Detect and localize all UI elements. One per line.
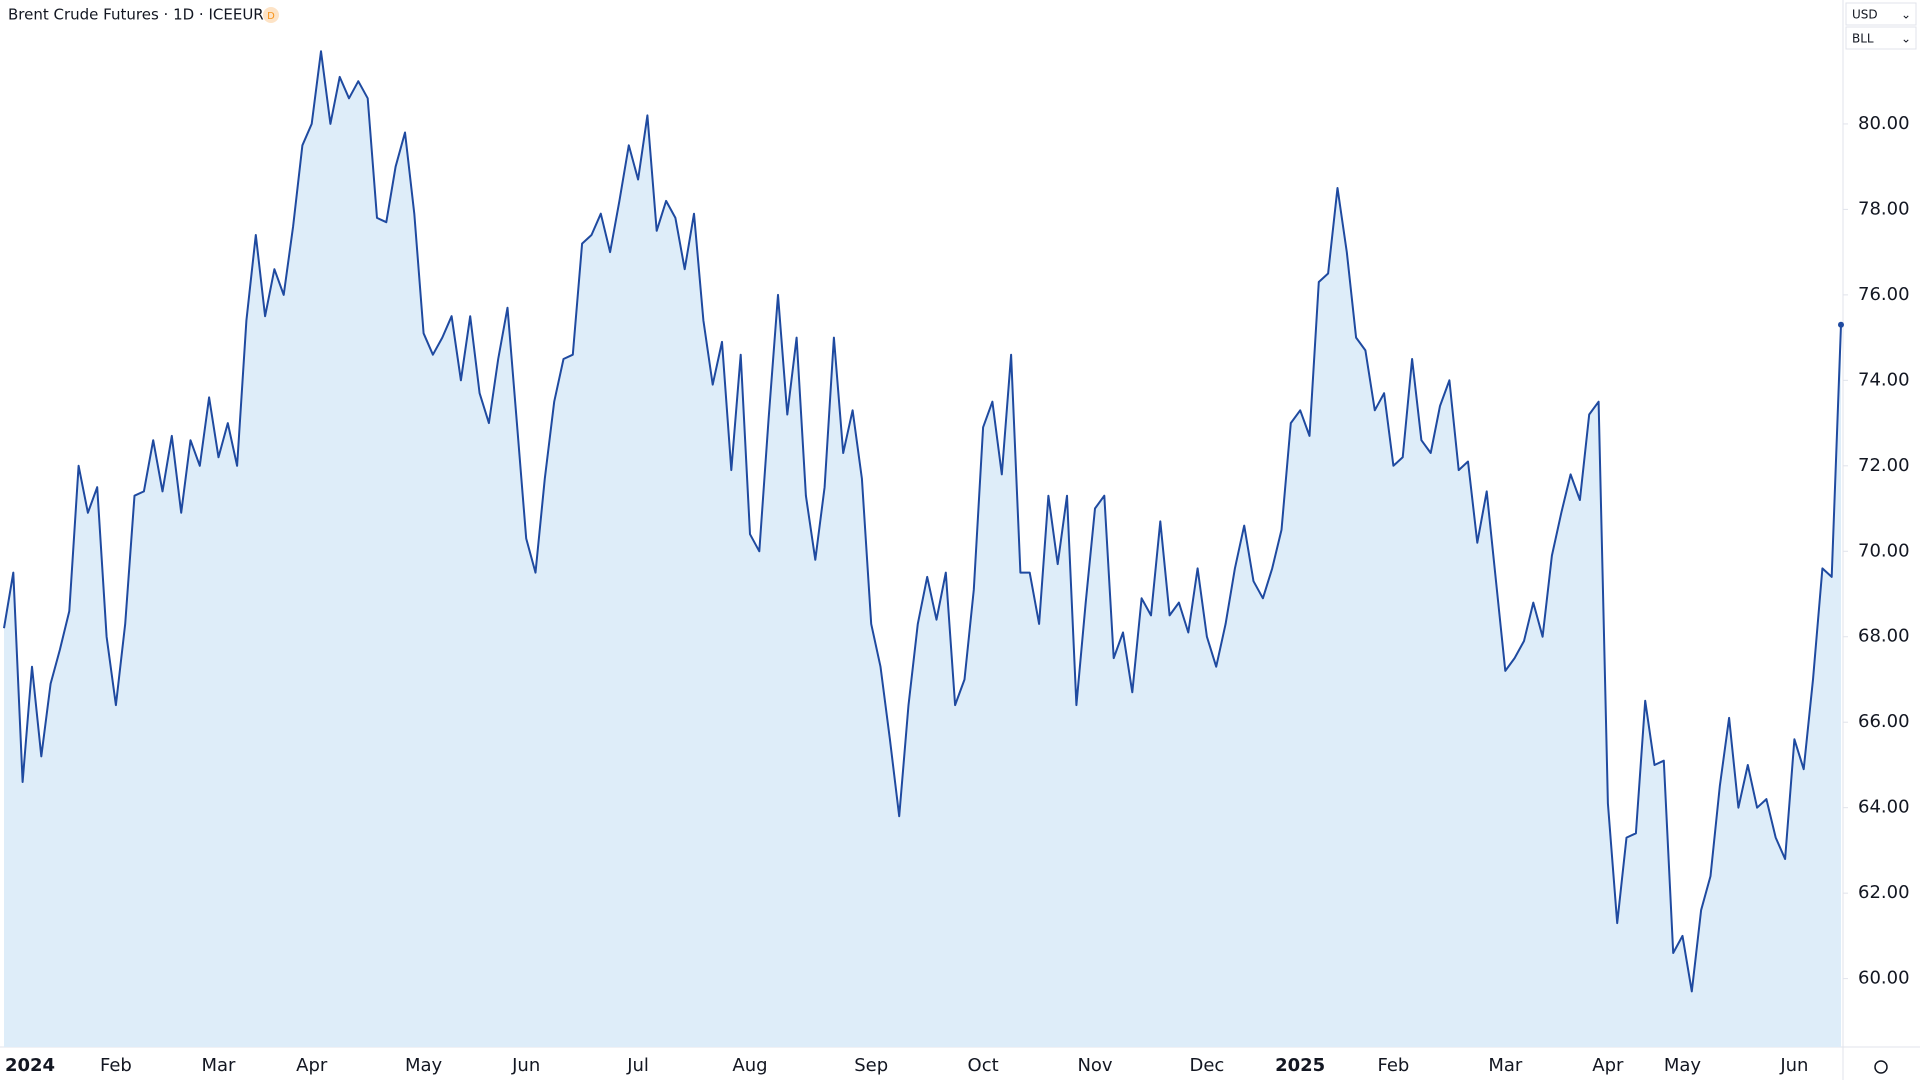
unit-select[interactable] xyxy=(1845,26,1917,50)
y-tick-label: 68.00 xyxy=(1858,626,1910,647)
x-tick-label: 2025 xyxy=(1275,1055,1325,1076)
x-tick-label: Jun xyxy=(1779,1055,1808,1076)
x-tick-label: Jun xyxy=(511,1055,540,1076)
currency-select[interactable] xyxy=(1845,2,1917,26)
currency[interactable]: USD xyxy=(1852,8,1878,22)
y-tick-label: 78.00 xyxy=(1858,198,1910,219)
x-tick-label: May xyxy=(405,1055,443,1076)
x-tick-label: Apr xyxy=(1592,1055,1624,1076)
x-tick-label: Jul xyxy=(626,1055,649,1076)
x-tick-label: Oct xyxy=(968,1055,999,1076)
y-tick-label: 80.00 xyxy=(1858,113,1910,134)
badge: D xyxy=(267,11,275,22)
y-tick-label: 66.00 xyxy=(1858,711,1910,732)
price-line xyxy=(3,50,1842,993)
chart-title: Brent Crude Futures · 1D · ICEEUR xyxy=(8,6,264,24)
x-tick-label: Apr xyxy=(296,1055,328,1076)
last-price-dot xyxy=(1838,321,1844,328)
x-tick-label: Dec xyxy=(1189,1055,1224,1076)
y-tick-label: 62.00 xyxy=(1858,882,1910,903)
y-tick-label: 60.00 xyxy=(1858,968,1910,989)
x-tick-label: Sep xyxy=(854,1055,888,1076)
y-tick-label: 72.00 xyxy=(1858,455,1910,476)
badge-bg xyxy=(263,7,279,23)
x-tick-label: Mar xyxy=(1488,1055,1523,1076)
x-tick-label: Feb xyxy=(100,1055,132,1076)
chevron: ⌄ xyxy=(1901,8,1911,22)
x-tick-label: May xyxy=(1664,1055,1702,1076)
x-tick-label: 2024 xyxy=(5,1055,55,1076)
y-tick-label: 76.00 xyxy=(1858,284,1910,305)
x-tick-label: Aug xyxy=(732,1055,767,1076)
x-tick-label: Mar xyxy=(201,1055,236,1076)
area-fill xyxy=(4,51,1841,1048)
x-tick-label: Nov xyxy=(1077,1055,1112,1076)
y-tick-label: 70.00 xyxy=(1858,540,1910,561)
y-tick-label: 74.00 xyxy=(1858,369,1910,390)
x-tick-label: Feb xyxy=(1377,1055,1409,1076)
settings-icon[interactable] xyxy=(1874,1060,1888,1074)
unit[interactable]: BLL xyxy=(1852,32,1874,46)
chevron: ⌄ xyxy=(1901,32,1911,46)
y-tick-label: 64.00 xyxy=(1858,797,1910,818)
